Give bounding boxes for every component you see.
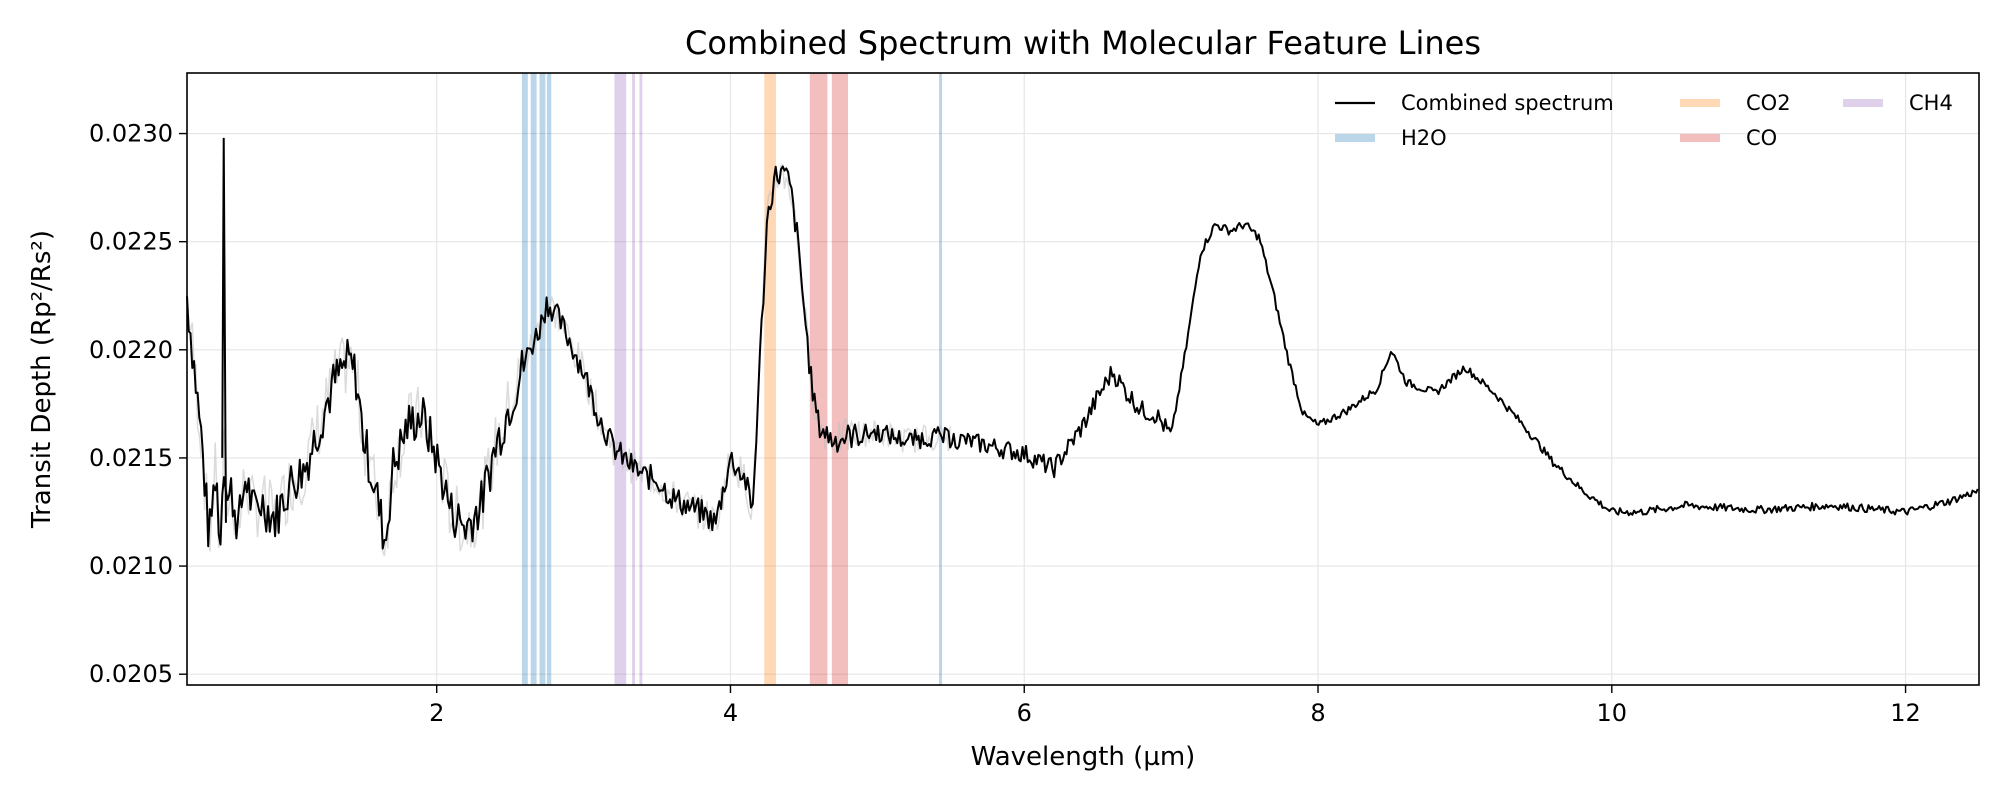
y-tick-label: 0.0230 [89, 120, 173, 148]
legend: Combined spectrum H2O CO2 CO CH4 [1335, 91, 1953, 150]
spectrum-series-line [186, 165, 1979, 550]
x-tick-label: 10 [1597, 699, 1628, 727]
chart-title: Combined Spectrum with Molecular Feature… [685, 24, 1481, 62]
feature-band-h2o [939, 73, 942, 685]
y-tick-layer: 0.0205 0.0210 0.0215 0.0220 0.0225 0.0230 [89, 120, 187, 688]
feature-band-h2o [530, 73, 537, 685]
legend-swatch-h2o [1335, 134, 1375, 142]
legend-label: CH4 [1909, 91, 1953, 115]
legend-label: H2O [1401, 126, 1447, 150]
spectrum-spike [221, 137, 227, 523]
feature-band-ch4 [614, 73, 627, 685]
feature-band-co2 [764, 73, 777, 685]
feature-band-co [831, 73, 848, 685]
y-tick-label: 0.0225 [89, 228, 173, 256]
feature-band-ch4 [639, 73, 643, 685]
legend-label: CO [1746, 126, 1777, 150]
x-tick-layer: 2 4 6 8 10 12 [429, 685, 1921, 727]
feature-band-layer [521, 73, 942, 685]
y-tick-label: 0.0210 [89, 552, 173, 580]
feature-band-h2o [539, 73, 546, 685]
legend-swatch-co [1680, 134, 1720, 142]
x-tick-label: 12 [1890, 699, 1921, 727]
y-axis-label: Transit Depth (Rp²/Rs²) [27, 230, 57, 529]
spectrum-line-layer [186, 137, 1979, 550]
plot-frame [186, 72, 1980, 686]
feature-band-co [809, 73, 828, 685]
grid-layer [187, 73, 1979, 685]
y-tick-label: 0.0215 [89, 444, 173, 472]
legend-label: CO2 [1746, 91, 1791, 115]
x-tick-label: 8 [1310, 699, 1325, 727]
feature-band-ch4 [632, 73, 635, 685]
x-tick-label: 4 [723, 699, 738, 727]
y-tick-label: 0.0205 [89, 660, 173, 688]
feature-band-h2o [521, 73, 528, 685]
x-tick-label: 6 [1017, 699, 1032, 727]
y-tick-label: 0.0220 [89, 336, 173, 364]
feature-band-h2o [546, 73, 552, 685]
x-tick-label: 2 [429, 699, 444, 727]
legend-swatch-co2 [1680, 99, 1720, 107]
legend-swatch-ch4 [1843, 99, 1883, 107]
legend-label: Combined spectrum [1401, 91, 1614, 115]
x-axis-label: Wavelength (µm) [971, 742, 1196, 772]
